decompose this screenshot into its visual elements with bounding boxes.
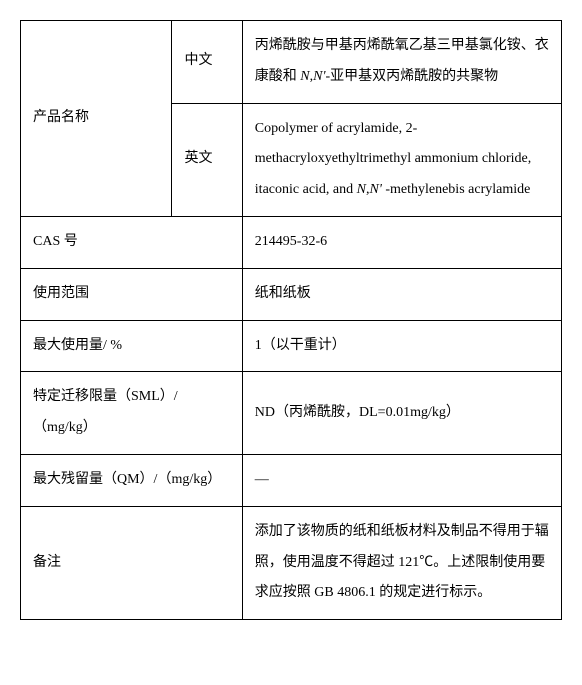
table-row-max-usage: 最大使用量/ % 1（以干重计）	[21, 320, 562, 372]
sml-value: ND（丙烯酰胺，DL=0.01mg/kg）	[242, 372, 561, 455]
table-row-cas: CAS 号 214495-32-6	[21, 216, 562, 268]
lang-chinese-label: 中文	[172, 21, 242, 104]
scope-value: 纸和纸板	[242, 268, 561, 320]
table-row-sml: 特定迁移限量（SML）/（mg/kg） ND（丙烯酰胺，DL=0.01mg/kg…	[21, 372, 562, 455]
notes-label: 备注	[21, 506, 243, 619]
product-name-english-value: Copolymer of acrylamide, 2-methacryloxye…	[242, 103, 561, 216]
cas-value: 214495-32-6	[242, 216, 561, 268]
table-row-notes: 备注 添加了该物质的纸和纸板材料及制品不得用于辐照，使用温度不得超过 121℃。…	[21, 506, 562, 619]
qm-label: 最大残留量（QM）/（mg/kg）	[21, 454, 243, 506]
cas-label: CAS 号	[21, 216, 243, 268]
table-row-product-name-cn: 产品名称 中文 丙烯酰胺与甲基丙烯酰氧乙基三甲基氯化铵、衣康酸和 N,N'-亚甲…	[21, 21, 562, 104]
sml-label: 特定迁移限量（SML）/（mg/kg）	[21, 372, 243, 455]
max-usage-value: 1（以干重计）	[242, 320, 561, 372]
max-usage-label: 最大使用量/ %	[21, 320, 243, 372]
table-row-scope: 使用范围 纸和纸板	[21, 268, 562, 320]
notes-value: 添加了该物质的纸和纸板材料及制品不得用于辐照，使用温度不得超过 121℃。上述限…	[242, 506, 561, 619]
product-info-table: 产品名称 中文 丙烯酰胺与甲基丙烯酰氧乙基三甲基氯化铵、衣康酸和 N,N'-亚甲…	[20, 20, 562, 620]
table-row-qm: 最大残留量（QM）/（mg/kg） —	[21, 454, 562, 506]
product-name-label: 产品名称	[21, 21, 172, 217]
qm-value: —	[242, 454, 561, 506]
product-name-chinese-value: 丙烯酰胺与甲基丙烯酰氧乙基三甲基氯化铵、衣康酸和 N,N'-亚甲基双丙烯酰胺的共…	[242, 21, 561, 104]
lang-english-label: 英文	[172, 103, 242, 216]
scope-label: 使用范围	[21, 268, 243, 320]
